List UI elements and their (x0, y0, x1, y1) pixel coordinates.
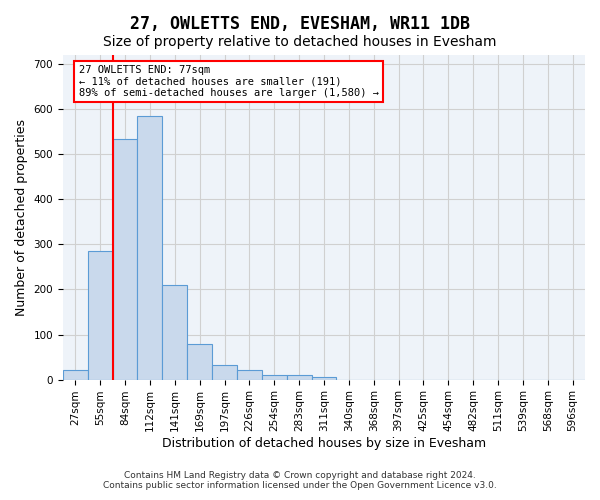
Text: 27, OWLETTS END, EVESHAM, WR11 1DB: 27, OWLETTS END, EVESHAM, WR11 1DB (130, 15, 470, 33)
Bar (187, 344, 212, 380)
Text: 27 OWLETTS END: 77sqm
← 11% of detached houses are smaller (191)
89% of semi-det: 27 OWLETTS END: 77sqm ← 11% of detached … (79, 64, 379, 98)
Bar (287, 375, 311, 380)
Bar (113, 140, 137, 380)
Bar (137, 116, 163, 380)
Bar (63, 370, 88, 380)
Bar (237, 370, 262, 380)
Bar (262, 375, 287, 380)
Bar (311, 378, 337, 380)
Bar (212, 364, 237, 380)
Text: Size of property relative to detached houses in Evesham: Size of property relative to detached ho… (103, 35, 497, 49)
Bar (88, 251, 113, 380)
Y-axis label: Number of detached properties: Number of detached properties (15, 119, 28, 316)
X-axis label: Distribution of detached houses by size in Evesham: Distribution of detached houses by size … (162, 437, 486, 450)
Text: Contains HM Land Registry data © Crown copyright and database right 2024.
Contai: Contains HM Land Registry data © Crown c… (103, 470, 497, 490)
Bar (163, 285, 187, 380)
